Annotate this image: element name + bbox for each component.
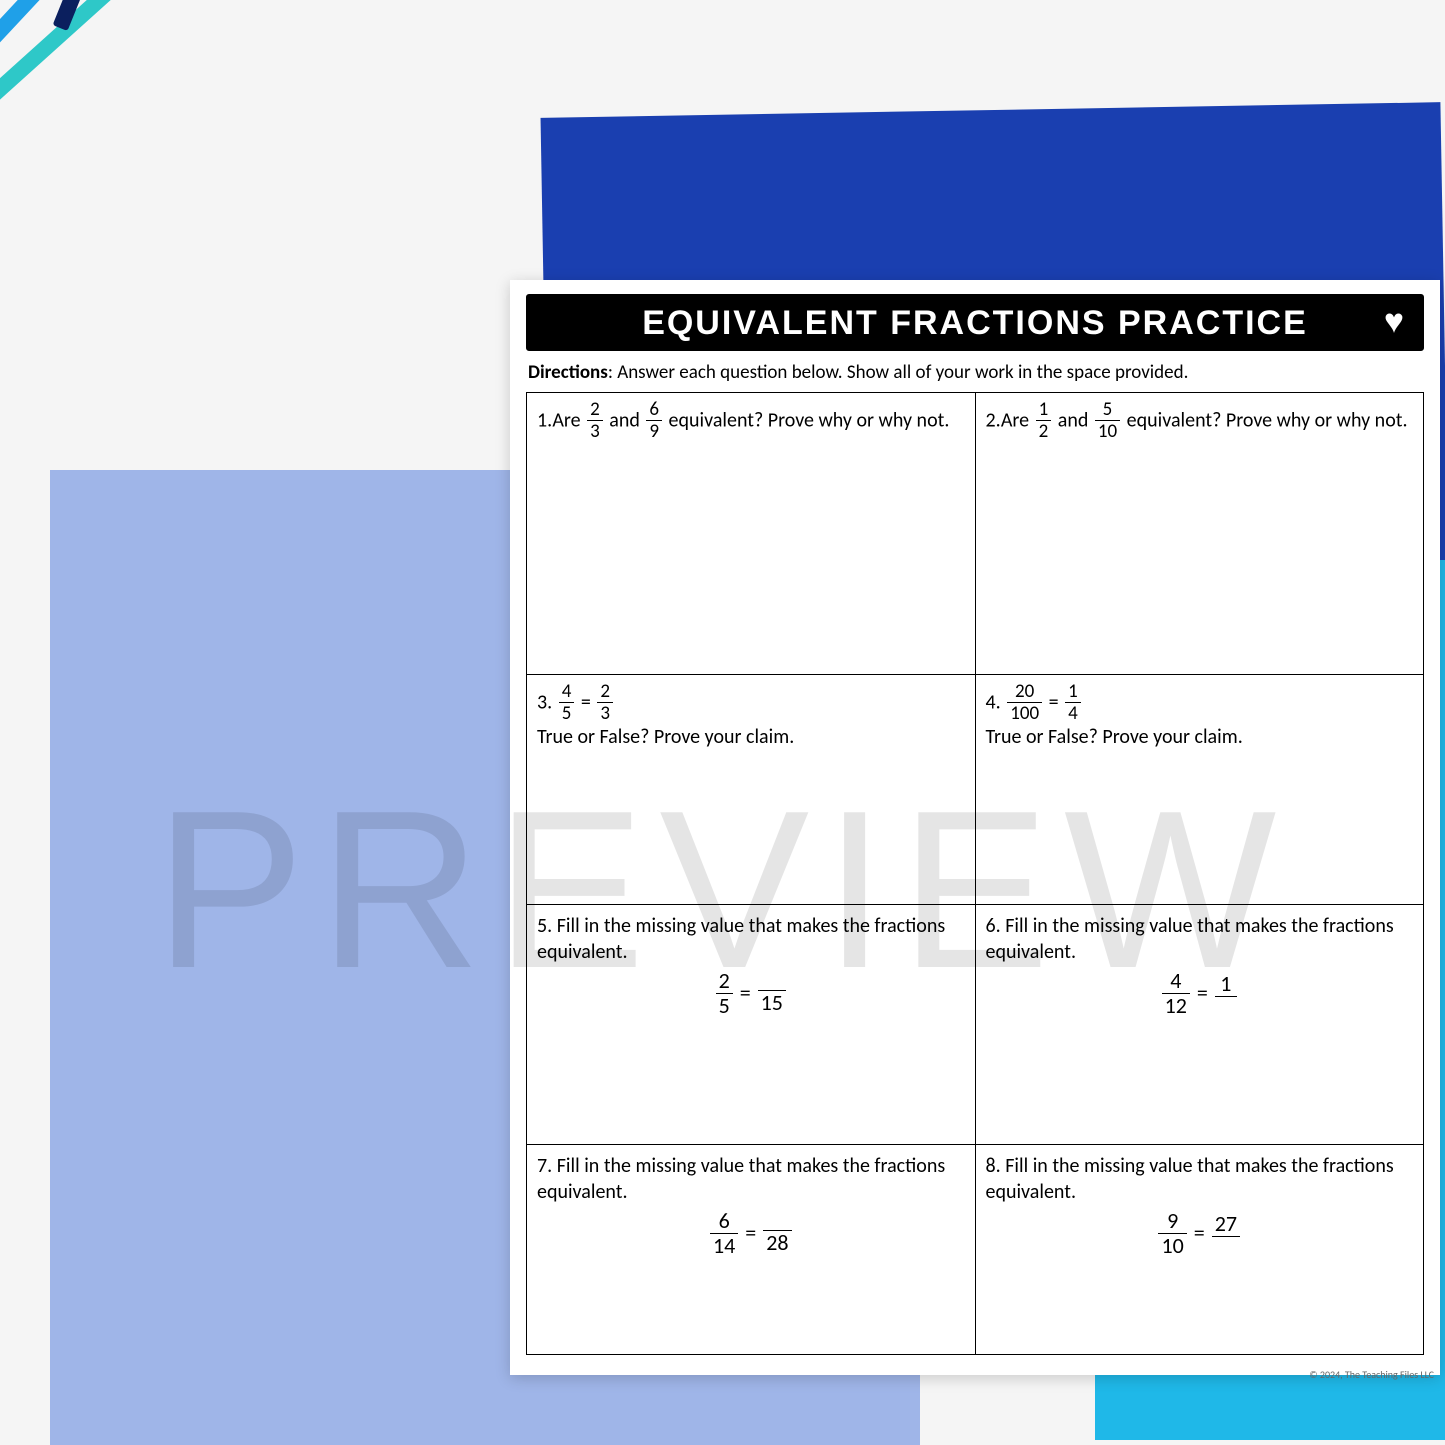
worksheet-page: EQUIVALENT FRACTIONS PRACTICE ♥ Directio… [510,280,1440,1375]
pencil-skyblue [0,0,163,218]
directions-label: Directions [528,361,608,384]
fraction: 412 [1162,970,1190,1017]
fraction-blank-numerator: 15 [758,973,786,1014]
directions-line: Directions: Answer each question below. … [526,351,1424,392]
q-text: Fill in the missing value that makes the… [537,914,945,964]
equals-sign: = [1044,690,1063,714]
q-number: 5 [537,914,547,938]
q-text: True or False? Prove your claim. [537,725,794,749]
heart-icon: ♥ [1384,302,1406,341]
q-text: equivalent? Prove why or why not. [664,408,949,432]
fraction-blank-numerator: 28 [763,1213,791,1254]
q-text: True or False? Prove your claim. [986,725,1243,749]
question-7: 7. Fill in the missing value that makes … [527,1145,976,1355]
equals-sign: = [576,690,595,714]
fraction: 25 [716,970,733,1017]
q-text: Are [1001,408,1034,432]
fraction: 510 [1095,400,1120,441]
q-number: 4 [986,690,996,714]
worksheet-title-bar: EQUIVALENT FRACTIONS PRACTICE ♥ [526,294,1424,351]
equation: 614 = 28 [537,1211,965,1258]
copyright-footer: © 2024, The Teaching Files LLC [1309,1368,1434,1381]
q-text: and [1053,408,1093,432]
fraction: 910 [1158,1210,1186,1257]
fraction-blank-denominator: 27 [1212,1213,1240,1255]
q-number: 7 [537,1154,547,1178]
question-8: 8. Fill in the missing value that makes … [975,1145,1424,1355]
question-6: 6. Fill in the missing value that makes … [975,905,1424,1145]
q-text: Are [552,408,585,432]
worksheet-title: EQUIVALENT FRACTIONS PRACTICE [642,304,1308,342]
equation: 412 = 1 [986,971,1414,1018]
q-number: 3 [537,690,547,714]
fraction-blank-denominator: 1 [1215,973,1237,1015]
fraction: 23 [597,682,613,723]
directions-text: : Answer each question below. Show all o… [608,361,1189,384]
questions-grid: 1.Are 23 and 69 equivalent? Prove why or… [526,392,1424,1355]
fraction: 45 [559,682,575,723]
q-text: Fill in the missing value that makes the… [986,914,1394,964]
fraction: 20100 [1007,682,1042,723]
fraction: 12 [1036,400,1052,441]
equation: 25 = 15 [537,971,965,1018]
q-number: 1 [537,408,547,432]
q-text: and [605,408,645,432]
q-text: Fill in the missing value that makes the… [537,1154,945,1204]
question-3: 3. 45 = 23 True or False? Prove your cla… [527,675,976,905]
pencil-turquoise [0,0,152,284]
question-4: 4. 20100 = 14 True or False? Prove your … [975,675,1424,905]
fraction: 614 [710,1210,738,1257]
fraction: 23 [587,400,603,441]
question-2: 2.Are 12 and 510 equivalent? Prove why o… [975,393,1424,675]
question-5: 5. Fill in the missing value that makes … [527,905,976,1145]
q-text: equivalent? Prove why or why not. [1122,408,1407,432]
equation: 910 = 27 [986,1211,1414,1258]
q-number: 2 [986,408,996,432]
q-number: 6 [986,914,996,938]
q-text: Fill in the missing value that makes the… [986,1154,1394,1204]
question-1: 1.Are 23 and 69 equivalent? Prove why or… [527,393,976,675]
fraction: 14 [1065,682,1081,723]
q-number: 8 [986,1154,996,1178]
fraction: 69 [646,400,662,441]
